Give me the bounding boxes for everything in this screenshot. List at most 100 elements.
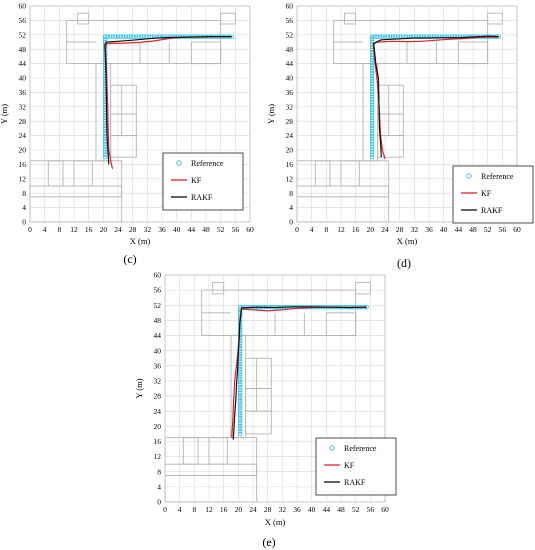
reference-point [141,34,147,39]
legend-label: Reference [191,159,224,168]
floor-plan-drawing [29,12,236,223]
floor-plan-room [220,12,236,25]
y-tick-label: 16 [286,160,294,169]
y-tick-label: 60 [286,2,294,11]
reference-point [113,34,118,39]
reference-point [237,429,243,434]
reference-point [102,144,108,149]
legend-label: RAKF [344,478,366,487]
legend-box [315,437,397,496]
chart-panel-d: 0 4 8 12 16 20 24 28 32 36 40 44 48 52 56 6004812162024… [266,2,534,270]
x-tick-label: 52 [352,505,360,514]
x-tick-label: 36 [158,225,166,234]
reference-point [369,126,375,131]
legend-label: Reference [344,444,377,453]
x-tick-label: 4 [43,225,47,234]
floor-plan-room [355,282,371,295]
reference-point [369,78,375,84]
floor-plan-room [245,410,272,435]
y-axis-title: Y (m) [134,378,144,398]
x-tick-label: 28 [264,505,272,514]
reference-point [123,34,129,39]
reference-point [447,34,452,39]
reference-point [139,34,144,39]
legend-box [162,152,244,211]
reference-point [237,304,243,310]
x-tick-label: 4 [310,225,314,234]
y-tick-label: 24 [286,131,294,140]
reference-point [369,110,375,115]
y-tick-label: 4 [22,203,26,212]
reference-point [237,372,243,377]
legend-reference-marker [466,173,472,179]
x-tick-label: 32 [279,505,287,514]
x-tick-label: 40 [308,505,316,514]
reference-point [375,34,380,39]
reference-point [237,431,243,437]
reference-point [102,149,108,155]
y-tick-label: 4 [157,482,161,491]
x-tick-label: 20 [100,225,108,234]
reference-point [369,99,375,105]
y-tick-label: 20 [286,146,294,155]
x-tick-label: 40 [173,225,181,234]
reference-point [387,34,393,39]
reference-point [136,34,141,39]
reference-point [237,405,243,411]
floor-plan-room [182,437,199,465]
x-tick-label: 20 [367,225,375,234]
reference-point [369,144,375,149]
reference-point [369,131,375,136]
reference-point [237,410,243,416]
reference-point [369,113,375,118]
x-tick-label: 56 [232,225,240,234]
x-tick-label: 0 [163,505,167,514]
x-tick-label: 48 [337,505,345,514]
y-tick-label: 8 [289,189,293,198]
reference-point [175,34,180,39]
reference-point [237,374,243,380]
y-tick-label: 0 [22,218,26,227]
floor-plan-drawing [164,282,371,503]
panel-label: (e) [262,535,275,549]
reference-point [102,34,108,39]
reference-point [110,34,116,39]
legend-reference-marker [329,445,335,451]
legend: Reference KF RAKF [452,165,534,224]
reference-point [237,333,243,338]
reference-point [237,400,243,406]
x-tick-label: 12 [205,505,213,514]
legend: Reference KF RAKF [315,437,397,496]
reference-point [369,118,375,123]
x-tick-label: 16 [85,225,93,234]
x-axis-title: X (m) [265,517,286,527]
reference-point [102,152,108,157]
reference-point [237,423,243,429]
y-tick-label: 28 [286,117,294,126]
y-tick-label: 32 [19,102,27,111]
x-tick-label: 24 [381,225,389,234]
series-rakf-line [373,35,499,158]
x-tick-label: 52 [484,225,492,234]
reference-point [369,39,375,45]
floor-plan-room [325,312,357,336]
floor-plan-room [47,160,64,187]
x-tick-label: 0 [28,225,32,234]
y-tick-label: 36 [19,88,27,97]
floor-plan-room [457,41,489,65]
legend-label: KF [481,189,492,198]
reference-point [237,403,243,408]
y-tick-label: 56 [286,16,294,25]
x-tick-label: 8 [324,225,328,234]
plot-frame [29,5,251,223]
x-tick-label: 52 [217,225,225,234]
reference-point [162,34,167,39]
x-tick-label: 44 [188,225,196,234]
y-tick-label: 8 [22,189,26,198]
y-tick-label: 16 [154,437,162,446]
legend: Reference KF RAKF [162,152,244,211]
reference-point [237,413,243,419]
y-tick-label: 24 [154,407,162,416]
legend-reference-marker [176,160,182,166]
